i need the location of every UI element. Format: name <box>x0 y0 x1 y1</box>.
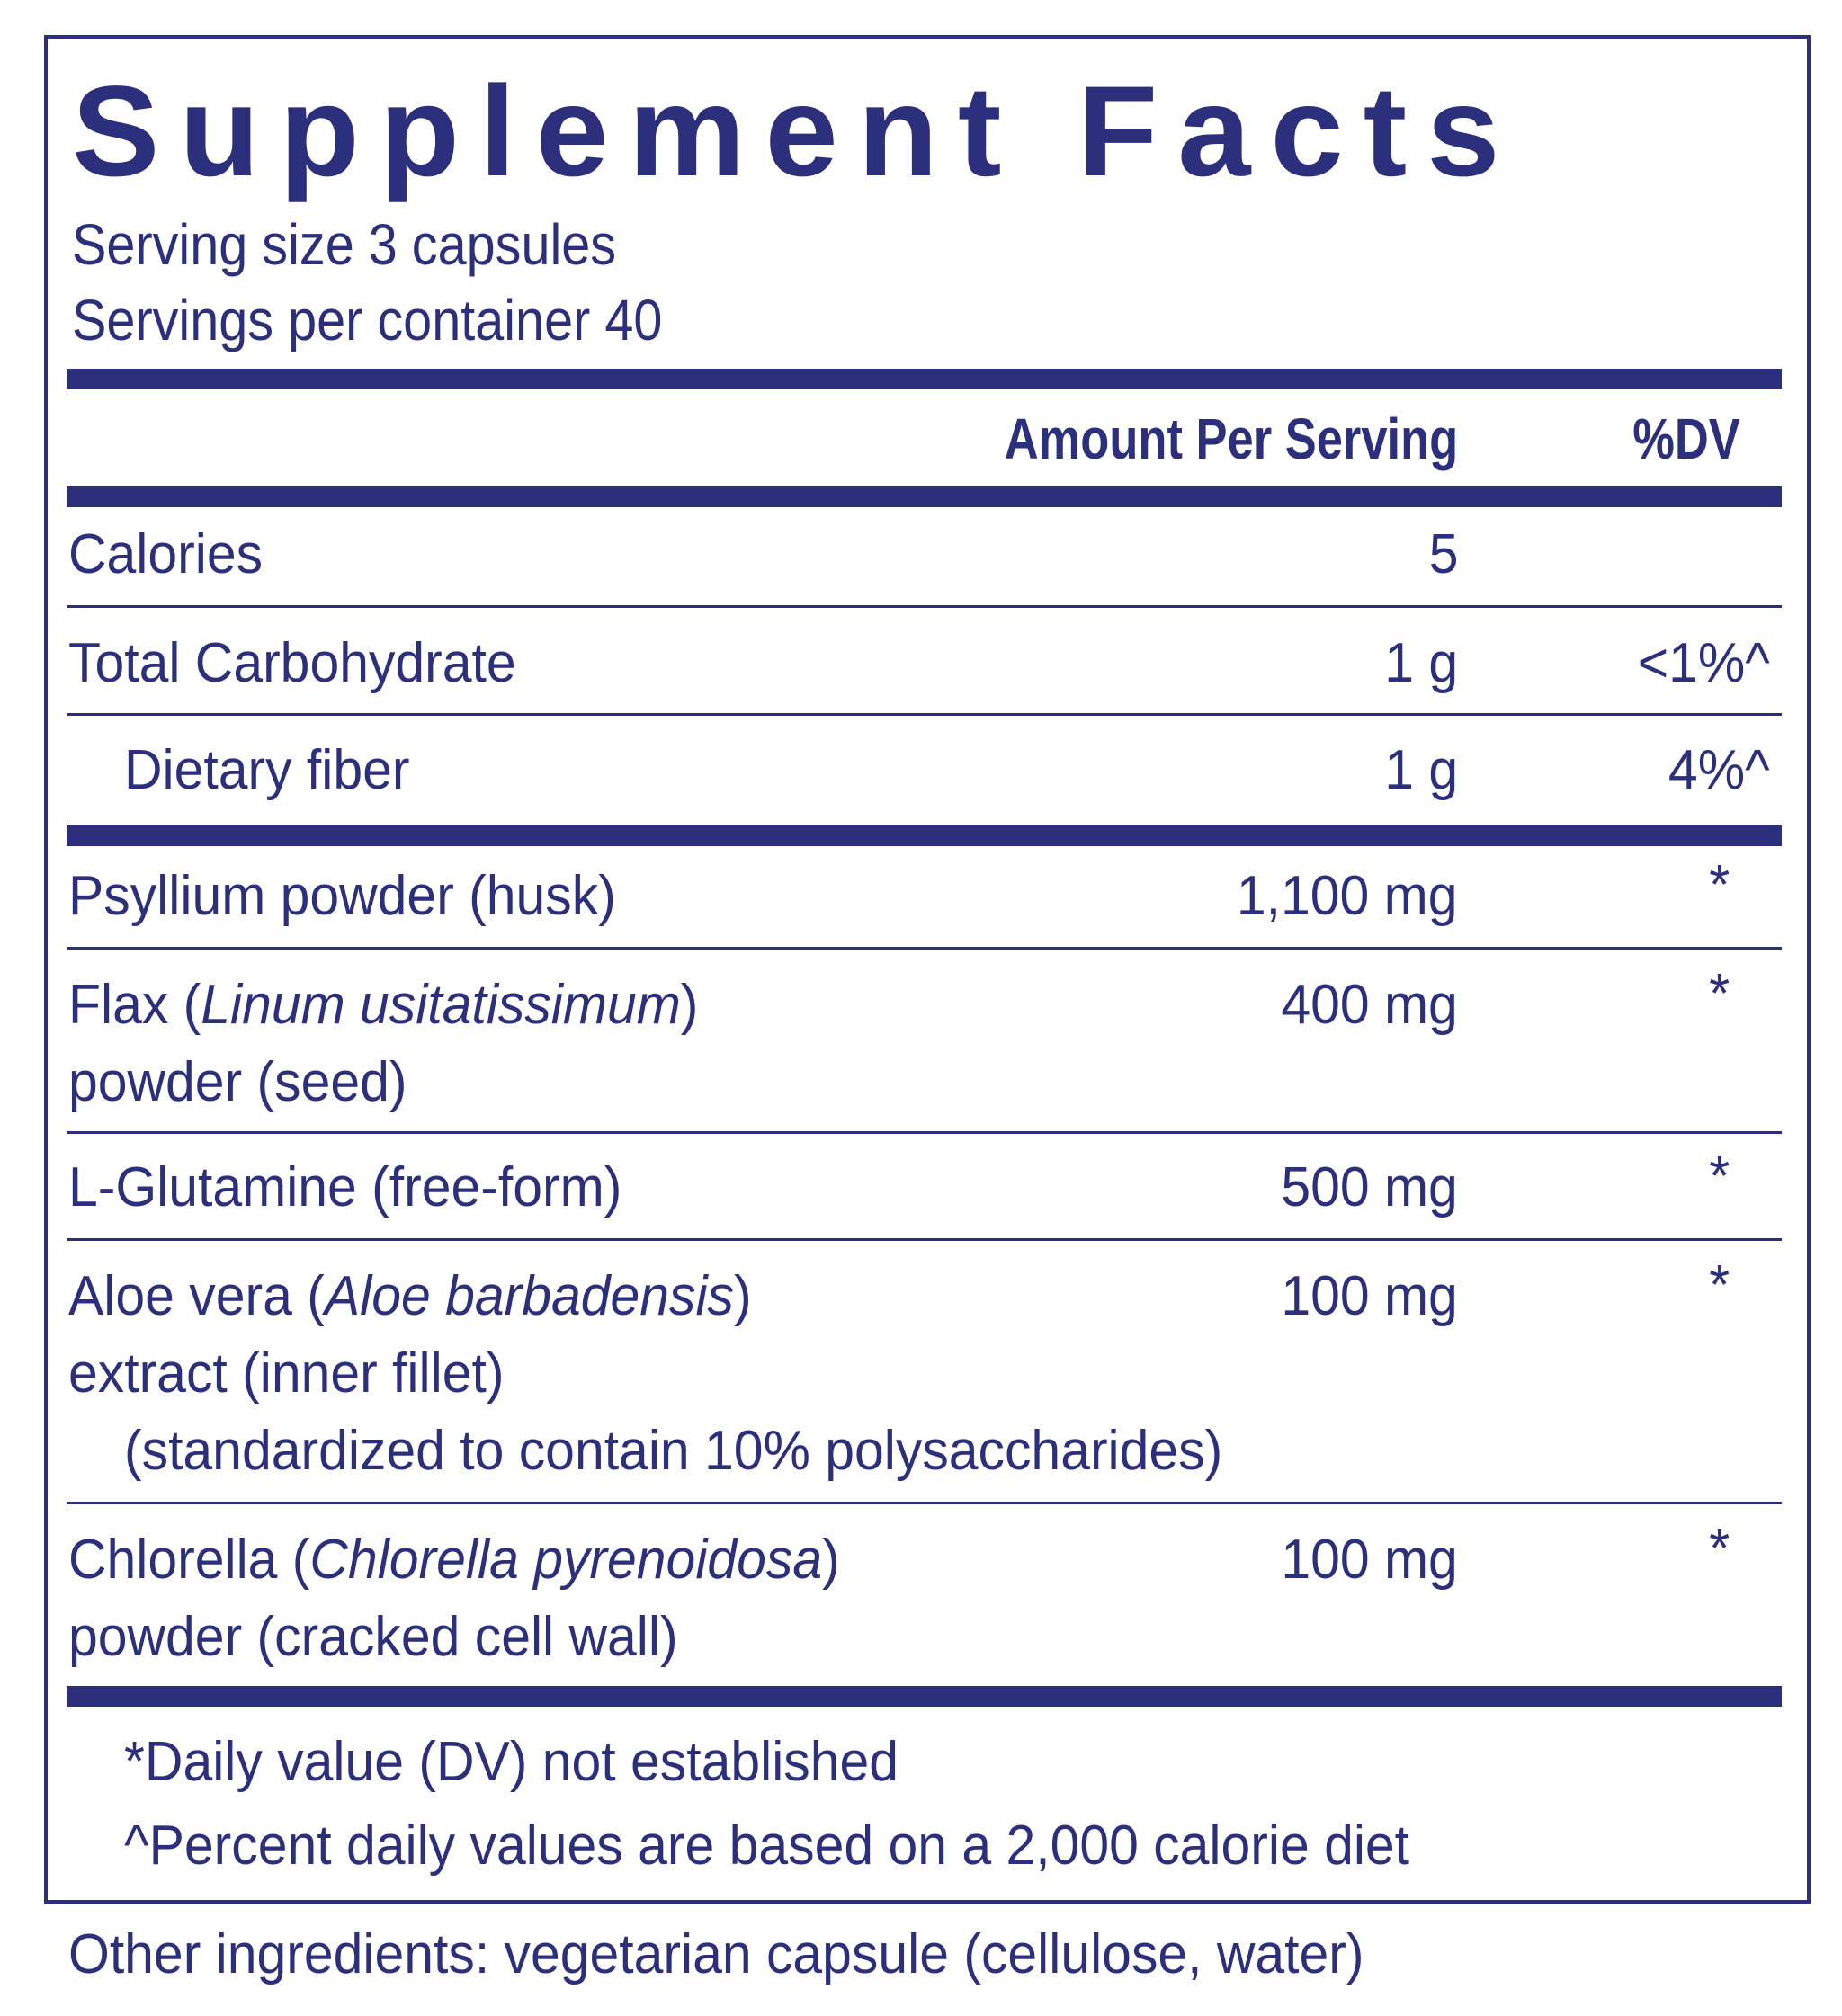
serving-size: Serving size 3 capsules <box>72 212 617 277</box>
latin-name: Chlorella pyrenoidosa <box>309 1529 823 1591</box>
row-dv: <1%^ <box>1637 632 1770 694</box>
row-name: Dietary fiber <box>124 739 410 801</box>
row-amount: 1,100 mg <box>1237 865 1458 927</box>
divider-thin <box>67 1502 1782 1504</box>
name-text: Aloe vera ( <box>68 1265 325 1327</box>
divider-thin <box>67 713 1782 716</box>
divider-thin <box>67 947 1782 950</box>
divider-thin <box>67 1238 1782 1241</box>
row-dv: * <box>1709 1254 1730 1316</box>
panel-title: Supplement Facts <box>72 58 1520 203</box>
row-name: Calories <box>68 523 264 585</box>
row-amount: 400 mg <box>1281 974 1458 1036</box>
header-dv: %DV <box>1632 406 1740 471</box>
row-amount: 100 mg <box>1281 1529 1458 1591</box>
row-name: Psyllium powder (husk) <box>68 865 616 927</box>
row-amount: 1 g <box>1384 632 1458 694</box>
divider-thick <box>67 486 1782 507</box>
row-amount: 100 mg <box>1281 1265 1458 1327</box>
row-amount: 1 g <box>1384 739 1458 801</box>
row-name-line3: (standardized to contain 10% polysacchar… <box>124 1420 1223 1482</box>
row-name: Total Carbohydrate <box>68 632 516 694</box>
row-name-line2: powder (seed) <box>68 1051 407 1113</box>
footnote-percent: ^Percent daily values are based on a 2,0… <box>124 1815 1410 1877</box>
servings-per-container: Servings per container 40 <box>72 288 663 352</box>
supplement-facts-panel <box>44 35 1811 1904</box>
row-dv: * <box>1709 1146 1730 1208</box>
divider-thin <box>67 1131 1782 1134</box>
name-text: ) <box>822 1529 840 1591</box>
row-dv: * <box>1709 1518 1730 1580</box>
name-text: ) <box>733 1265 752 1327</box>
row-name-line2: powder (cracked cell wall) <box>68 1606 678 1668</box>
row-dv: 4%^ <box>1668 739 1770 801</box>
latin-name: Aloe barbadensis <box>324 1265 734 1327</box>
header-amount: Amount Per Serving <box>1004 406 1458 471</box>
other-ingredients: Other ingredients: vegetarian capsule (c… <box>68 1923 1364 1985</box>
row-amount: 500 mg <box>1281 1156 1458 1218</box>
divider-thick <box>67 825 1782 846</box>
name-text: Chlorella ( <box>68 1529 310 1591</box>
row-amount: 5 <box>1428 523 1458 585</box>
row-name: L-Glutamine (free-form) <box>68 1156 622 1218</box>
row-name: Flax (Linum usitatissimum) <box>68 977 698 1033</box>
name-text: Flax ( <box>68 974 201 1036</box>
latin-name: Linum usitatissimum <box>201 974 681 1036</box>
row-name: Aloe vera (Aloe barbadensis) <box>68 1269 752 1325</box>
row-dv: * <box>1709 854 1730 916</box>
row-name-line2: extract (inner fillet) <box>68 1343 505 1405</box>
divider-thin <box>67 605 1782 608</box>
row-name: Chlorella (Chlorella pyrenoidosa) <box>68 1532 840 1588</box>
divider-thick <box>67 369 1782 389</box>
name-text: ) <box>680 974 699 1036</box>
row-dv: * <box>1709 963 1730 1025</box>
divider-thick <box>67 1686 1782 1707</box>
footnote-dv: *Daily value (DV) not established <box>124 1731 899 1793</box>
